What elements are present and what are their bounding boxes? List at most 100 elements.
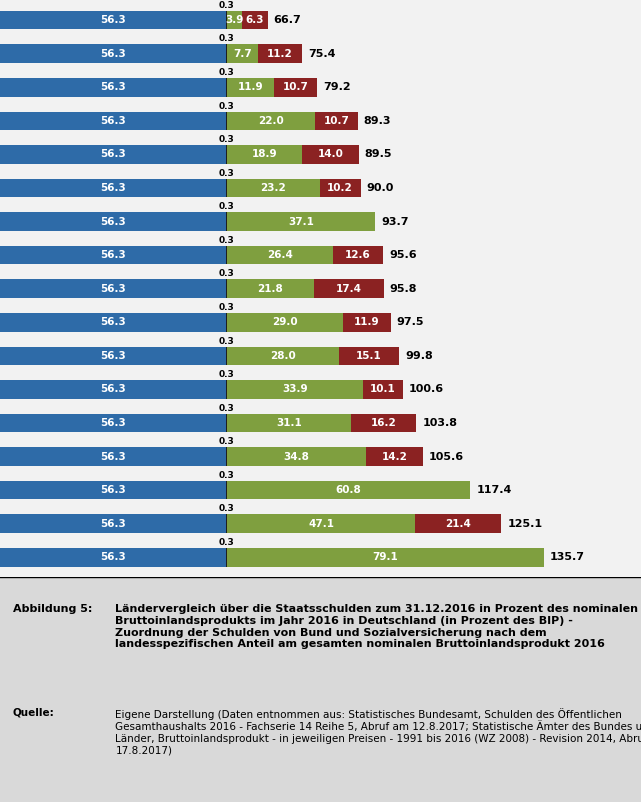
Text: 0.3: 0.3	[219, 34, 234, 43]
Text: 90.0: 90.0	[367, 183, 394, 193]
Bar	[227, 448, 366, 466]
Text: 56.3: 56.3	[100, 250, 126, 260]
Text: 0.3: 0.3	[219, 236, 234, 245]
Text: 28.0: 28.0	[270, 350, 296, 361]
Text: 14.0: 14.0	[317, 149, 344, 160]
Text: 89.5: 89.5	[365, 149, 392, 160]
Text: 22.0: 22.0	[258, 115, 284, 126]
Bar	[227, 414, 351, 432]
Bar	[227, 145, 303, 164]
Text: 89.3: 89.3	[364, 115, 391, 126]
Bar	[227, 548, 544, 566]
Text: 56.3: 56.3	[100, 217, 126, 227]
Bar	[227, 346, 339, 365]
Text: 56.3: 56.3	[100, 350, 126, 361]
Text: 0.3: 0.3	[219, 303, 234, 312]
Text: 11.2: 11.2	[267, 49, 293, 59]
Bar	[363, 380, 403, 399]
Bar	[226, 213, 227, 231]
Text: 29.0: 29.0	[272, 318, 297, 327]
Bar	[226, 78, 227, 96]
Text: 99.8: 99.8	[406, 350, 433, 361]
Bar	[226, 111, 227, 130]
Text: 10.1: 10.1	[370, 384, 395, 395]
Text: 0.3: 0.3	[219, 1, 234, 10]
Bar	[0, 380, 226, 399]
Bar	[315, 111, 358, 130]
Bar	[0, 346, 226, 365]
Bar	[0, 44, 226, 63]
Text: 0.3: 0.3	[219, 538, 234, 547]
Text: 100.6: 100.6	[409, 384, 444, 395]
Bar	[227, 11, 242, 30]
Bar	[0, 111, 226, 130]
Text: 7.7: 7.7	[233, 49, 251, 59]
Bar	[226, 515, 227, 533]
Bar	[0, 213, 226, 231]
Bar	[227, 481, 470, 500]
Text: 0.3: 0.3	[219, 202, 234, 212]
Bar	[258, 44, 303, 63]
Bar	[0, 548, 226, 566]
Text: 34.8: 34.8	[283, 452, 310, 462]
Bar	[226, 414, 227, 432]
Text: 103.8: 103.8	[422, 418, 457, 428]
Text: 0.3: 0.3	[219, 136, 234, 144]
Bar	[0, 11, 226, 30]
Bar	[303, 145, 358, 164]
Text: 56.3: 56.3	[100, 83, 126, 92]
Text: 95.8: 95.8	[390, 284, 417, 294]
Text: 79.1: 79.1	[372, 553, 398, 562]
Text: 31.1: 31.1	[276, 418, 302, 428]
Text: 56.3: 56.3	[100, 519, 126, 529]
Bar	[227, 313, 343, 331]
Text: 56.3: 56.3	[100, 115, 126, 126]
Bar	[226, 246, 227, 265]
Bar	[226, 279, 227, 298]
Text: 15.1: 15.1	[356, 350, 382, 361]
Text: 26.4: 26.4	[267, 250, 292, 260]
Text: 135.7: 135.7	[550, 553, 585, 562]
Text: 0.3: 0.3	[219, 337, 234, 346]
Text: 12.6: 12.6	[345, 250, 370, 260]
Text: 10.2: 10.2	[328, 183, 353, 193]
Bar	[226, 481, 227, 500]
Bar	[227, 515, 415, 533]
Text: 0.3: 0.3	[219, 471, 234, 480]
Bar	[415, 515, 501, 533]
Text: 105.6: 105.6	[429, 452, 464, 462]
Bar	[226, 179, 227, 197]
Bar	[339, 346, 399, 365]
Text: 56.3: 56.3	[100, 15, 126, 25]
Bar	[226, 380, 227, 399]
Text: 0.3: 0.3	[219, 168, 234, 178]
Text: 37.1: 37.1	[288, 217, 314, 227]
Text: 47.1: 47.1	[308, 519, 334, 529]
Text: 56.3: 56.3	[100, 452, 126, 462]
Text: 17.4: 17.4	[336, 284, 362, 294]
Text: 79.2: 79.2	[323, 83, 351, 92]
Text: 56.3: 56.3	[100, 49, 126, 59]
Text: Ländervergleich über die Staatsschulden zum 31.12.2016 in Prozent des nominalen
: Ländervergleich über die Staatsschulden …	[115, 605, 638, 649]
Text: 0.3: 0.3	[219, 68, 234, 77]
Bar	[226, 11, 227, 30]
Text: 0.3: 0.3	[219, 371, 234, 379]
Bar	[0, 279, 226, 298]
Text: 56.3: 56.3	[100, 384, 126, 395]
Bar	[227, 111, 315, 130]
Text: 11.9: 11.9	[238, 83, 263, 92]
Text: Abbildung 5:: Abbildung 5:	[13, 605, 92, 614]
Text: 0.3: 0.3	[219, 403, 234, 413]
Text: 125.1: 125.1	[507, 519, 542, 529]
Bar	[0, 179, 226, 197]
Bar	[0, 515, 226, 533]
Bar	[227, 44, 258, 63]
Text: 56.3: 56.3	[100, 183, 126, 193]
Text: 95.6: 95.6	[389, 250, 417, 260]
Bar	[226, 145, 227, 164]
Text: 56.3: 56.3	[100, 553, 126, 562]
Bar	[0, 78, 226, 96]
Bar	[0, 448, 226, 466]
Bar	[226, 44, 227, 63]
Bar	[227, 279, 314, 298]
